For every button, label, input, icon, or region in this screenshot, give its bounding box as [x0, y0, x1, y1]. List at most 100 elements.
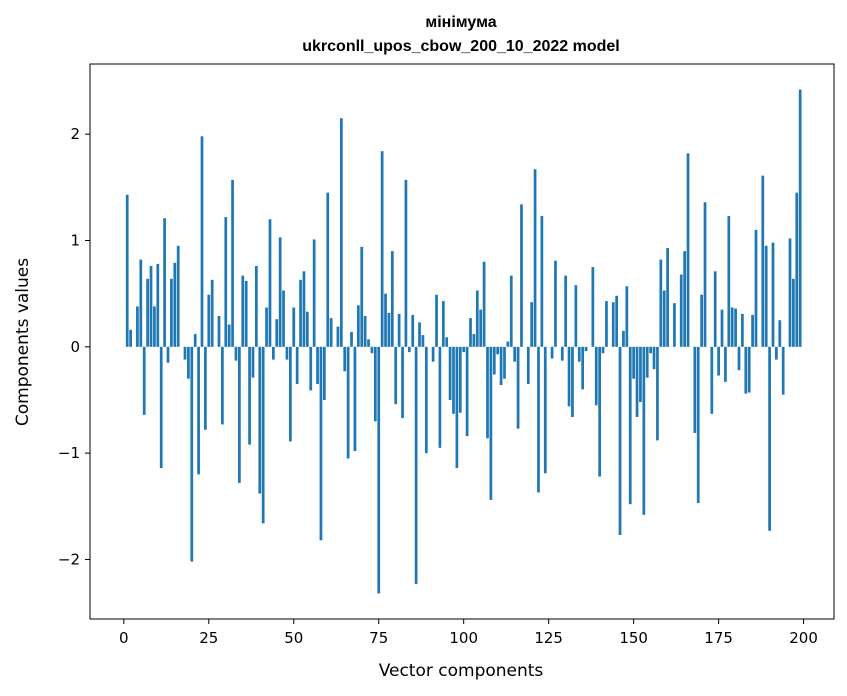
- bar-181: [737, 346, 741, 371]
- bar-48: [285, 346, 289, 360]
- bar-112: [503, 346, 506, 379]
- bar-185: [751, 314, 754, 347]
- bar-189: [764, 245, 768, 347]
- bar-179: [730, 307, 734, 347]
- bar-141: [601, 346, 605, 354]
- bar-72: [367, 339, 370, 347]
- bar-10: [156, 263, 160, 347]
- bar-175: [717, 346, 720, 376]
- bar-149: [628, 346, 632, 505]
- bar-8: [149, 266, 153, 347]
- bar-122: [537, 346, 540, 493]
- x-tick-label: 75: [369, 629, 388, 647]
- bar-109: [492, 346, 496, 375]
- chart-title-line1: мінімума: [425, 14, 496, 31]
- bar-192: [775, 346, 778, 360]
- bar-134: [577, 346, 581, 362]
- bar-196: [788, 238, 792, 347]
- bar-77: [384, 293, 387, 347]
- bar-166: [686, 153, 690, 347]
- bar-156: [652, 346, 656, 370]
- bar-91: [431, 346, 435, 362]
- bar-65: [343, 346, 347, 372]
- bar-53: [302, 271, 306, 347]
- bar-152: [639, 346, 642, 403]
- bar-14: [170, 278, 173, 347]
- bar-104: [475, 290, 479, 347]
- bar-120: [530, 302, 534, 347]
- bar-130: [564, 275, 568, 347]
- bar-123: [540, 216, 544, 347]
- bar-71: [363, 315, 367, 347]
- bar-41: [261, 346, 265, 524]
- bar-54: [305, 311, 309, 347]
- bar-78: [387, 312, 391, 347]
- bar-198: [795, 192, 799, 347]
- bar-162: [673, 303, 676, 347]
- x-tick-label: 150: [619, 629, 648, 647]
- bar-188: [761, 175, 765, 347]
- bar-18: [183, 346, 187, 360]
- bar-4: [136, 306, 139, 347]
- bar-19: [187, 346, 190, 379]
- bar-136: [584, 346, 588, 352]
- x-axis-label: Vector components: [379, 661, 544, 681]
- bar-25: [207, 294, 211, 347]
- bar-146: [618, 346, 622, 536]
- bar-73: [370, 346, 374, 354]
- bar-131: [567, 346, 571, 407]
- bar-83: [404, 179, 408, 347]
- x-tick-label: 50: [284, 629, 303, 647]
- bar-101: [465, 346, 469, 437]
- bar-126: [550, 346, 554, 359]
- bar-76: [380, 151, 384, 347]
- bar-38: [251, 346, 255, 378]
- bar-178: [727, 216, 731, 347]
- y-tick-label: 0: [70, 338, 80, 356]
- bar-173: [710, 346, 714, 414]
- bar-97: [452, 346, 455, 414]
- bar-199: [798, 89, 802, 347]
- bar-51: [295, 346, 299, 385]
- bar-82: [401, 346, 404, 419]
- bar-96: [448, 346, 452, 400]
- bar-168: [693, 346, 697, 433]
- bar-132: [571, 346, 574, 417]
- bar-194: [781, 346, 785, 395]
- bar-52: [299, 279, 302, 347]
- bar-74: [373, 346, 377, 422]
- bar-12: [163, 218, 166, 347]
- bar-40: [258, 346, 262, 494]
- bar-46: [278, 237, 282, 347]
- bar-7: [146, 278, 149, 347]
- bar-157: [656, 346, 659, 441]
- x-tick-label: 200: [789, 629, 818, 647]
- bar-34: [238, 346, 241, 483]
- bar-80: [394, 346, 398, 405]
- bar-45: [275, 319, 279, 347]
- bar-21: [193, 334, 197, 347]
- bar-142: [605, 301, 608, 347]
- y-tick-label: −2: [58, 550, 80, 568]
- bar-190: [768, 346, 771, 531]
- bar-100: [462, 346, 466, 353]
- y-tick-label: 1: [70, 231, 80, 249]
- bar-29: [221, 346, 224, 425]
- x-tick-label: 0: [119, 629, 129, 647]
- bar-85: [411, 314, 415, 347]
- bar-153: [642, 346, 646, 515]
- bar-11: [159, 346, 163, 469]
- bar-103: [472, 334, 476, 347]
- bar-42: [265, 307, 268, 347]
- bar-169: [696, 346, 700, 504]
- bar-154: [645, 346, 649, 378]
- bar-144: [611, 302, 615, 347]
- bar-63: [336, 326, 340, 347]
- bar-115: [513, 346, 517, 362]
- bar-140: [598, 346, 602, 477]
- bar-22: [197, 346, 200, 475]
- bar-150: [632, 346, 635, 379]
- bar-79: [390, 251, 394, 347]
- y-axis-label: Components values: [13, 258, 33, 426]
